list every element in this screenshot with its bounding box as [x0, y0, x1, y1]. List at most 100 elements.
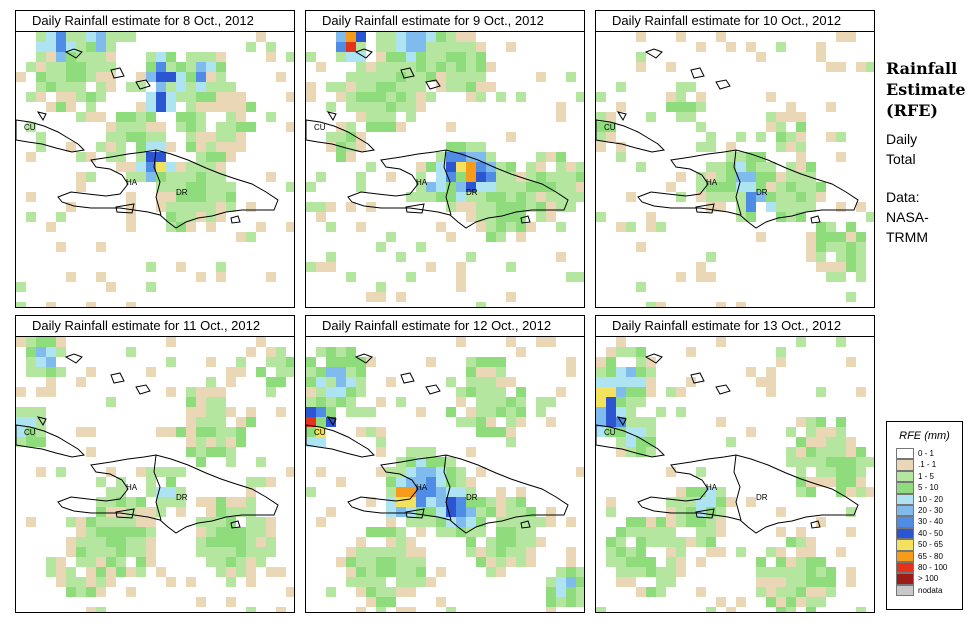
rainfall-cell: [746, 427, 756, 437]
rainfall-cell: [236, 557, 246, 567]
rainfall-cell: [86, 527, 96, 537]
country-label-dominican_republic: DR: [466, 188, 478, 197]
rainfall-cell: [16, 437, 26, 447]
rainfall-cell: [446, 182, 456, 192]
rainfall-cell: [636, 32, 646, 42]
rainfall-cell: [346, 547, 356, 557]
rainfall-cell: [786, 577, 796, 587]
rainfall-cell: [176, 172, 186, 182]
legend-item: .1 - 1: [887, 459, 962, 471]
rainfall-cell: [236, 92, 246, 102]
rainfall-cell: [826, 457, 836, 467]
rainfall-cell: [636, 162, 646, 172]
rainfall-cell: [806, 567, 816, 577]
rainfall-cell: [256, 537, 266, 547]
rainfall-cell: [356, 52, 366, 62]
country-label-dominican_republic: DR: [466, 493, 478, 502]
rainfall-cell: [126, 202, 136, 212]
rainfall-cell: [126, 82, 136, 92]
rainfall-cell: [466, 497, 476, 507]
rainfall-cell: [506, 292, 516, 302]
rainfall-cell: [366, 497, 376, 507]
rainfall-cell: [126, 547, 136, 557]
rainfall-cell: [86, 102, 96, 112]
rainfall-cell: [496, 357, 506, 367]
rainfall-cell: [126, 302, 136, 307]
rainfall-cell: [466, 72, 476, 82]
rainfall-cell: [346, 42, 356, 52]
rainfall-cell: [166, 427, 176, 437]
rainfall-cell: [656, 407, 666, 417]
rainfall-cell: [186, 182, 196, 192]
rainfall-cell: [436, 162, 446, 172]
rainfall-cell: [146, 162, 156, 172]
rainfall-cell: [456, 417, 466, 427]
rainfall-cell: [606, 377, 616, 387]
rainfall-cell: [336, 377, 346, 387]
rainfall-cell: [356, 102, 366, 112]
rainfall-cell: [186, 192, 196, 202]
rainfall-cell: [146, 477, 156, 487]
rainfall-cell: [176, 487, 186, 497]
rainfall-cell: [846, 487, 856, 497]
rainfall-cell: [246, 507, 256, 517]
rainfall-cell: [246, 347, 256, 357]
rainfall-cell: [196, 407, 206, 417]
rainfall-cell: [316, 202, 326, 212]
rainfall-cell: [426, 497, 436, 507]
rainfall-cell: [146, 517, 156, 527]
rainfall-cell: [386, 82, 396, 92]
rainfall-cell: [196, 417, 206, 427]
rainfall-cell: [106, 82, 116, 92]
rainfall-cell: [566, 357, 576, 367]
rainfall-cell: [796, 212, 806, 222]
rainfall-cell: [576, 577, 584, 587]
rainfall-cell: [456, 52, 466, 62]
rainfall-cell: [796, 202, 806, 212]
rainfall-cell: [76, 82, 86, 92]
rainfall-cell: [366, 557, 376, 567]
rainfall-cell: [406, 607, 416, 612]
rainfall-cell: [26, 212, 36, 222]
rainfall-cell: [466, 202, 476, 212]
rainfall-cell: [206, 447, 216, 457]
rainfall-cell: [236, 507, 246, 517]
rainfall-cell: [216, 272, 226, 282]
rainfall-cell: [346, 357, 356, 367]
rainfall-cell: [686, 487, 696, 497]
rainfall-cell: [676, 557, 686, 567]
rainfall-cell: [506, 202, 516, 212]
rainfall-cell: [626, 407, 636, 417]
rainfall-cell: [496, 202, 506, 212]
rainfall-cell: [446, 162, 456, 172]
rainfall-cell: [416, 547, 426, 557]
rainfall-cell: [126, 567, 136, 577]
rainfall-cell: [826, 587, 836, 597]
rainfall-cell: [386, 497, 396, 507]
rainfall-cell: [576, 272, 584, 282]
rainfall-cell: [726, 192, 736, 202]
rainfall-cell: [776, 597, 786, 607]
rainfall-cell: [346, 577, 356, 587]
rainfall-cell: [156, 427, 166, 437]
rainfall-cell: [136, 557, 146, 567]
rainfall-cell: [206, 82, 216, 92]
rainfall-cell: [636, 537, 646, 547]
rainfall-cell: [426, 447, 436, 457]
legend-label: 1 - 5: [918, 471, 935, 481]
rainfall-cell: [26, 122, 36, 132]
rainfall-cell: [146, 92, 156, 102]
rainfall-cell: [106, 467, 116, 477]
rainfall-cell: [226, 82, 236, 92]
rainfall-raster: [16, 32, 294, 307]
rainfall-cell: [336, 52, 346, 62]
rainfall-cell: [136, 507, 146, 517]
rainfall-cell: [76, 42, 86, 52]
rainfall-cell: [136, 72, 146, 82]
rainfall-cell: [206, 62, 216, 72]
rainfall-cell: [106, 517, 116, 527]
rainfall-cell: [66, 92, 76, 102]
rainfall-cell: [366, 567, 376, 577]
rainfall-cell: [646, 377, 656, 387]
rainfall-cell: [426, 357, 436, 367]
